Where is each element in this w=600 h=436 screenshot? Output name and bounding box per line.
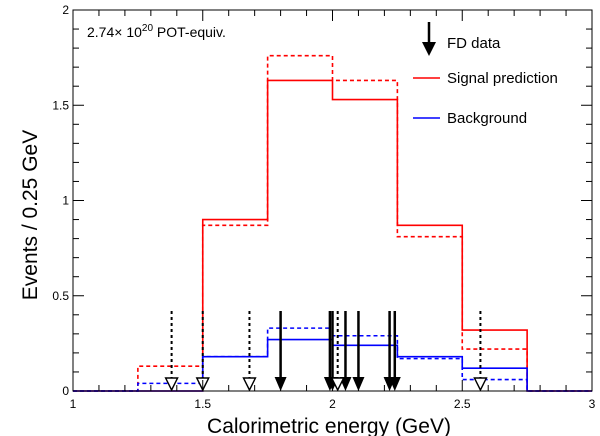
histogram-signal_solid [73,79,592,392]
data-event-arrow-head [388,377,401,391]
legend-signal-label: Signal prediction [447,70,558,87]
legend: FD data Signal prediction Background [413,22,558,127]
data-event-arrow [274,310,287,391]
histogram-signal_dashed [73,54,592,392]
legend-background-label: Background [447,110,527,127]
y-axis-label: Events / 0.25 GeV [19,130,42,300]
histogram-background_dashed [73,327,592,392]
x-tick-label: 1.5 [194,397,211,411]
y-tick-label: 0 [62,384,69,398]
data-event-arrow-head [274,377,287,391]
pot-annotation-suffix: POT-equiv. [153,24,226,40]
x-tick-label: 2.5 [454,397,471,411]
y-tick-label: 2 [62,3,69,17]
x-tick-label: 3 [589,397,596,411]
data-arrows-layer [164,310,488,392]
data-event-arrow [352,310,365,391]
y-tick-label: 0.5 [52,289,69,303]
legend-data-arrow-icon [422,22,436,56]
data-event-open-arrow-head [164,377,179,392]
x-tick-label: 1 [70,397,77,411]
y-tick-label: 1.5 [52,98,69,112]
data-event-arrow-head [352,377,365,391]
y-tick-label: 1 [62,194,69,208]
x-tick-label: 2 [329,397,336,411]
data-event-open-arrow-head [242,377,257,392]
ticks-layer: 1 1.5 2 2.5 3 0 0.5 1 1.5 2 [52,3,595,411]
data-event-open-arrow-head [473,377,488,392]
x-axis-label: Calorimetric energy (GeV) [207,415,451,436]
pot-annotation-base: 2.74× 10 [87,24,142,40]
pot-annotation-exponent: 20 [142,23,154,34]
data-event-open-arrow-head [330,377,345,392]
data-event-open-arrow [330,310,345,392]
data-event-open-arrow [473,310,488,392]
legend-data-label: FD data [447,35,501,52]
pot-annotation: 2.74× 1020 POT-equiv. [87,23,226,40]
data-event-open-arrow [242,310,257,392]
data-event-open-arrow [164,310,179,392]
data-event-arrow [388,310,401,391]
